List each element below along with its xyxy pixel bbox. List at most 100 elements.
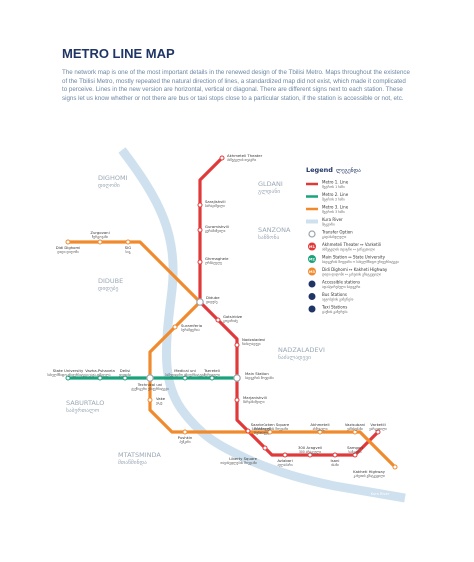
station [65,239,71,245]
legend-label-ka: მტკვარი [322,223,335,227]
station-name: Vazisubani [345,422,365,427]
district-name: SABURTALO [66,399,104,407]
station-name-ka: სადგურის მოედანი [245,376,274,380]
legend-label: Transfer Option [321,230,353,235]
station-name: Rustaveli [254,426,271,431]
station [147,397,153,403]
station-name-ka: თავისუფლების მოედანი [220,461,257,465]
legend-label: Bus Stations [322,292,347,297]
description: The network map is one of the most impor… [62,69,410,102]
legend-label-ka: ადაპტირებული სადგური [322,285,361,289]
station-name-ka: სახელმწიფო უნივერსიტეტი [47,373,89,377]
legend-icon [308,280,316,288]
legend-label: Kura River [322,217,343,222]
station [245,428,251,434]
legend-badge [308,242,316,251]
legend-label-ka: მეტროს 1 ხაზი [322,185,345,189]
district-name-ka: დიდუბე [98,285,119,292]
legend-label: Metro 3. Line [322,205,349,210]
station-name: Isani [331,458,340,463]
station-name: Varketili [370,422,385,427]
station-name: Kakheti Highway [353,469,386,474]
legend-label: Didi Dighomi ↔ Kakheti Highway [322,267,388,272]
metro-line [198,156,380,457]
header: METRO LINE MAP The network map is one of… [62,46,412,103]
station-name-ka: სიგ [125,250,130,254]
station-name-ka: გურამიშვილი [205,229,226,233]
transfer [146,374,154,382]
legend-badge-text: M1 [309,245,315,249]
station-name: Nadzaladevi [242,337,265,342]
station-name-ka: ახმეტელის თეატრი [227,158,257,162]
legend-label-ka: მეტროს 2 ხაზი [322,198,345,202]
station [262,445,268,451]
station-name-ka: რუსთაველი [254,431,272,435]
district-name: GLDANI [258,180,283,188]
station [234,342,240,348]
district-name-ka: მთაწმინდა [118,459,147,466]
station-name: 300 Aragveli [298,445,322,450]
station-name-ka: ისანი [331,463,339,467]
station [197,227,203,233]
station [125,239,131,245]
station-name: Gotsiridze [223,314,243,319]
station-name-ka: წერეთელი [204,373,221,377]
station [317,429,323,435]
district-name: DIGHOMI [98,174,128,182]
station-name-ka: სამგორი [348,450,361,454]
station [182,375,188,381]
station-name: State University [53,368,84,373]
station-name-ka: სამედიცინო უნივერსიტეტი [165,373,205,377]
station-name-ka: ვაჟა-ფშაველა [89,373,111,377]
station-name: Vazha-Pshavela [85,368,115,373]
legend-label: Metro 2. Line [322,192,349,197]
district-name-ka: ნაძალადევი [278,354,311,361]
station-name-ka: ვაზისუბანი [347,427,363,431]
legend-label: Akhmeteli Theater ↔ Varketili [322,242,381,247]
station-name: Avlabari [277,458,292,463]
legend-badge-text: M3 [309,270,315,274]
station [352,429,358,435]
legend-label-ka: ტაქსის გაჩერება [322,310,348,314]
station [209,375,215,381]
station [375,429,381,435]
station-name-ka: დიდი დიღომი [57,250,79,254]
legend-label-ka: ახმეტელის თეატრი ↔ ვარკეთილი [322,248,375,252]
station [172,324,178,330]
legend-label-ka: სადგურის მოედანი ↔ სახელმწიფო უნივერსიტე… [322,260,399,264]
station-name: Technical uni [137,382,163,387]
district-name: SANZONA [258,226,291,234]
station [267,429,273,435]
legend-badge [308,267,316,276]
station-name: Ghrmaghele [205,256,229,261]
legend-badge-text: M2 [309,257,315,261]
station-name-ka: ვაკე [156,401,163,405]
station-name-ka: გოცირიძე [223,319,238,323]
station-name-ka: ავლაბარი [277,463,293,467]
station-name-ka: ტექნიკური უნივერსიტეტი [131,387,169,391]
legend-label-ka: გადასასვლელი [322,235,347,239]
station-name-ka: ნაძალადევი [242,342,261,346]
station [332,452,338,458]
district-name: DIDUBE [98,277,123,285]
station-name: Guramishvili [205,224,229,229]
station [234,397,240,403]
station [215,317,221,323]
legend-label: Main Station ↔ State University [322,255,386,260]
station-name-ka: პუშკინი [179,440,191,444]
station-name: Vake [156,396,166,401]
station-name: Didube [206,295,220,300]
legend-label: Metro 1. Line [322,180,349,185]
legend-label: Accessible stations [322,280,360,285]
station-name: Akhmeteli [310,422,329,427]
station-name-ka: ვარკეთილი [369,427,387,431]
legend-badge [308,255,316,263]
station [122,375,128,381]
station-name-ka: სურამფერია [181,328,200,332]
legend-label-ka: დიდი დიღომი ↔ კახეთის გზატკეცილი [322,273,381,277]
station [392,464,398,470]
station-name-ka: დელისი [119,373,132,377]
station-name-ka: კახეთის გზატკეცილი [354,474,386,478]
station-name: Didi Dighomi [56,245,81,250]
